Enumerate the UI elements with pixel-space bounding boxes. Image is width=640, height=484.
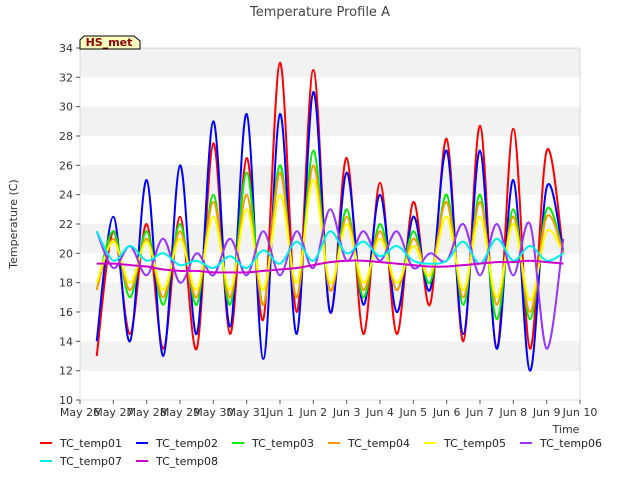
x-tick-label: May 27 [93,406,133,419]
annotation-badge: HS_met [79,35,141,50]
plot-band [80,48,580,78]
annotation-box [79,35,141,50]
x-tick-label: May 28 [127,406,167,419]
y-tick-label: 20 [59,247,73,260]
x-tick-label: Jun 2 [298,406,327,419]
legend-label: TC_temp06 [539,437,602,450]
x-tick-label: Jun 5 [398,406,427,419]
x-tick-label: Jun 10 [562,406,598,419]
y-tick-label: 32 [59,71,73,84]
plot-band [80,312,580,342]
legend-label: TC_temp04 [347,437,410,450]
plot-band [80,106,580,136]
legend-label: TC_temp02 [155,437,218,450]
y-tick-label: 10 [59,394,73,407]
legend-label: TC_temp08 [155,455,218,468]
plot-band [80,136,580,166]
x-tick-label: Jun 9 [532,406,561,419]
x-tick-label: Jun 4 [365,406,394,419]
y-tick-label: 34 [59,42,73,55]
legend-label: TC_temp03 [251,437,314,450]
series-line-tc-temp06 [95,208,565,350]
y-tick-label: 24 [59,189,73,202]
y-tick-label: 12 [59,365,73,378]
series-lines [95,61,565,372]
x-tick-label: Jun 1 [265,406,294,419]
series-line-tc-temp08 [96,259,564,274]
x-axis-label: Time [552,423,580,436]
x-tick-label: May 26 [60,406,100,419]
y-tick-label: 14 [59,335,73,348]
plot-band [80,253,580,283]
series-line-tc-temp02 [95,90,565,372]
series-line-tc-temp07 [95,230,564,270]
legend-label: TC_temp07 [59,455,122,468]
y-axis: 10 12 14 16 18 20 22 24 26 28 30 32 34 [59,42,80,407]
legend: TC_temp01 TC_temp02 TC_temp03 TC_temp04 TC_t… [40,437,602,468]
legend-label: TC_temp01 [59,437,122,450]
y-tick-label: 30 [59,101,73,114]
x-tick-label: May 31 [227,406,267,419]
x-tick-label: May 29 [160,406,200,419]
y-tick-label: 22 [59,218,73,231]
plot-band [80,165,580,195]
y-tick-label: 28 [59,130,73,143]
x-tick-label: Jun 8 [498,406,527,419]
y-axis-label: Temperature (C) [7,179,20,269]
x-tick-label: May 30 [193,406,233,419]
y-tick-label: 26 [59,159,73,172]
series-line-tc-temp05 [95,179,565,302]
y-tick-label: 16 [59,306,73,319]
x-tick-label: Jun 7 [465,406,494,419]
plot-band [80,77,580,107]
annotation-text: HS_met [86,36,133,49]
plot-band [80,341,580,371]
x-tick-label: Jun 6 [432,406,461,419]
legend-label: TC_temp05 [443,437,506,450]
x-tick-label: Jun 3 [332,406,361,419]
chart-title: Temperature Profile A [249,5,390,20]
y-tick-label: 18 [59,277,73,290]
plot-band [80,370,580,400]
